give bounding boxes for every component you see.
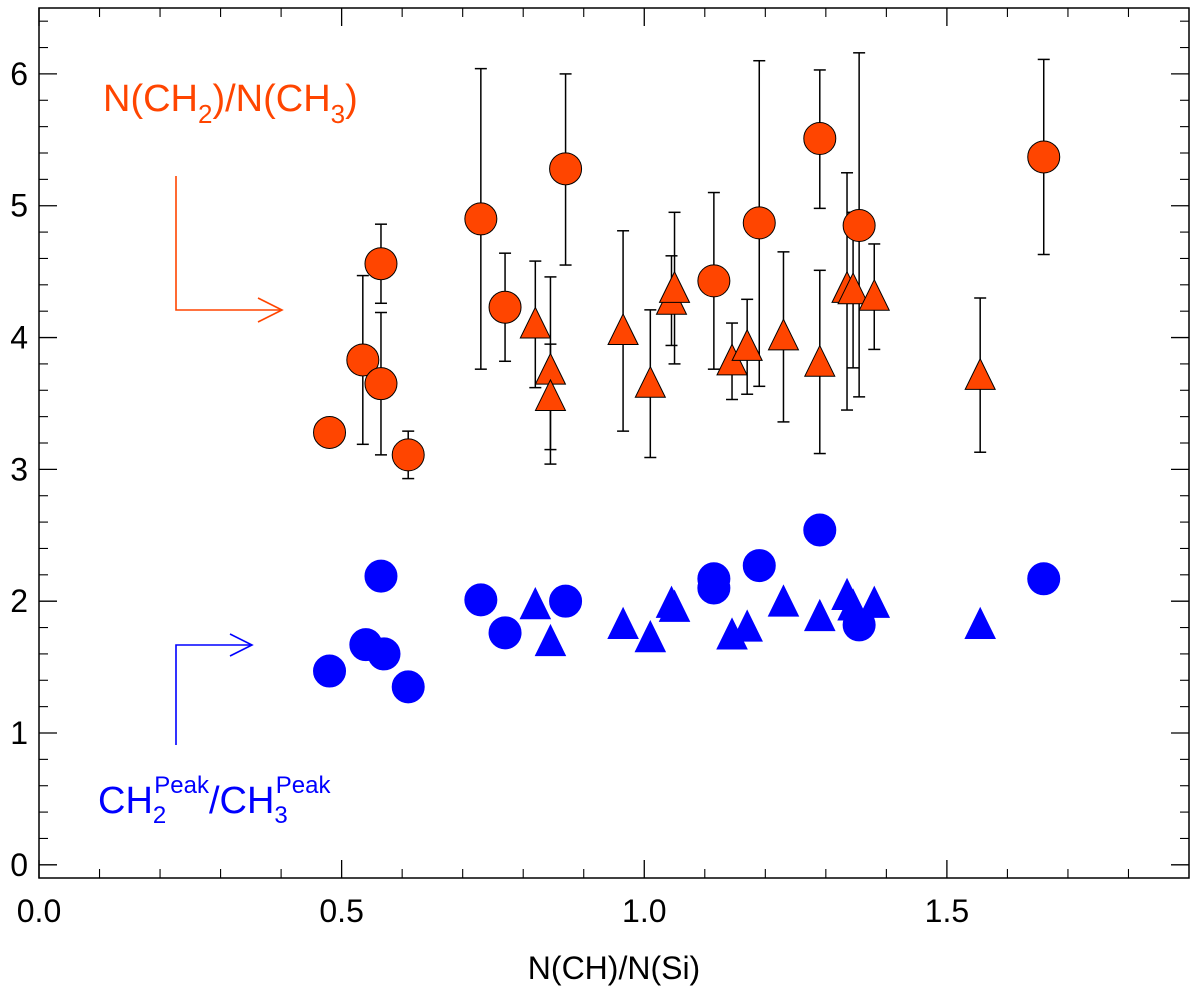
data-point-circle <box>803 513 837 547</box>
data-point-circle <box>742 549 776 583</box>
peak-arrow-line <box>175 644 252 745</box>
y-tick-label: 4 <box>10 320 28 356</box>
data-point-triangle <box>731 609 763 642</box>
x-tick-label: 0.5 <box>319 893 363 929</box>
x-tick-label: 1.5 <box>925 893 969 929</box>
ratio-label-part: )/N(CH <box>212 78 330 120</box>
data-point-triangle <box>534 378 567 411</box>
peak-label-superscript: Peak <box>276 772 332 799</box>
data-point-circle <box>367 637 401 671</box>
data-point-circle <box>464 583 498 617</box>
data-point-circle <box>313 654 347 688</box>
data-markers <box>313 122 1061 704</box>
data-point-triangle <box>837 588 869 621</box>
data-point-triangle <box>803 344 836 377</box>
data-point-triangle <box>534 623 567 657</box>
ratio-label-part: ) <box>345 78 358 120</box>
data-point-circle <box>364 367 398 401</box>
y-tick-label: 2 <box>10 583 28 619</box>
x-axis-title: N(CH)/N(Si) <box>528 950 700 986</box>
data-point-circle <box>346 343 380 377</box>
y-tick-label: 0 <box>10 847 28 883</box>
peak-annotation-label: CH2 Peak/CH3 Peak <box>98 772 331 829</box>
data-point-circle <box>697 264 731 298</box>
x-tick-label: 0.0 <box>17 893 61 929</box>
data-point-circle <box>488 290 522 324</box>
y-tick-label: 3 <box>10 451 28 487</box>
data-point-circle <box>549 152 583 186</box>
data-point-circle <box>803 122 837 155</box>
data-point-circle <box>1027 140 1061 174</box>
data-point-circle <box>488 616 522 650</box>
data-point-triangle <box>634 619 667 653</box>
data-point-triangle <box>658 589 691 622</box>
data-point-triangle <box>658 270 691 303</box>
ratio-label-subscript: 3 <box>331 99 345 129</box>
ratio-label-subscript: 2 <box>198 99 212 129</box>
peak-label-part: /CH <box>209 780 274 822</box>
data-point-triangle <box>634 365 667 398</box>
peak-label-subscript: 2 <box>153 802 166 829</box>
plot-frame <box>38 7 1190 879</box>
peak-label-superscript: Peak <box>154 772 210 799</box>
x-tick-label: 1.0 <box>622 893 666 929</box>
ratio-arrow <box>175 176 284 323</box>
data-point-triangle <box>519 306 552 339</box>
data-point-circle <box>1027 562 1061 596</box>
y-tick-label: 1 <box>10 715 28 751</box>
y-tick-label: 5 <box>10 188 28 224</box>
ratio-arrow-head <box>257 297 284 323</box>
axis-ticks <box>38 8 1189 878</box>
data-point-circle <box>697 562 731 596</box>
data-point-triangle <box>519 587 552 620</box>
data-point-triangle <box>858 585 891 618</box>
data-point-triangle <box>964 606 996 640</box>
data-point-circle <box>364 247 398 281</box>
peak-arrow-head <box>229 633 254 657</box>
ratio-label-part: N(CH <box>103 78 198 120</box>
error-bars <box>323 52 1050 480</box>
data-point-triangle <box>767 584 800 617</box>
axis-tick-labels: 0.0 0.5 1.0 1.5 0 1 2 3 4 5 6 <box>10 56 969 929</box>
data-point-circle <box>364 559 398 593</box>
data-point-triangle <box>837 271 869 305</box>
data-point-triangle <box>964 357 996 390</box>
data-point-circle <box>464 202 498 236</box>
data-point-triangle <box>858 278 891 311</box>
data-point-circle <box>742 206 776 240</box>
peak-label-subscript: 3 <box>274 802 287 829</box>
ratio-annotation-label: N(CH2)/N(CH3) <box>103 78 358 129</box>
peak-label-part: CH <box>98 780 153 822</box>
ratio-arrow-line <box>175 176 282 311</box>
data-point-triangle <box>731 328 763 361</box>
data-point-triangle <box>767 318 800 351</box>
data-point-circle <box>313 415 347 449</box>
data-point-triangle <box>803 598 836 632</box>
data-point-circle <box>391 670 425 704</box>
data-point-triangle <box>607 312 639 346</box>
data-point-circle <box>391 438 425 472</box>
data-point-circle <box>842 209 876 242</box>
y-tick-label: 6 <box>10 56 28 92</box>
data-point-triangle <box>607 606 639 640</box>
peak-arrow <box>175 633 254 745</box>
data-point-circle <box>549 584 583 618</box>
